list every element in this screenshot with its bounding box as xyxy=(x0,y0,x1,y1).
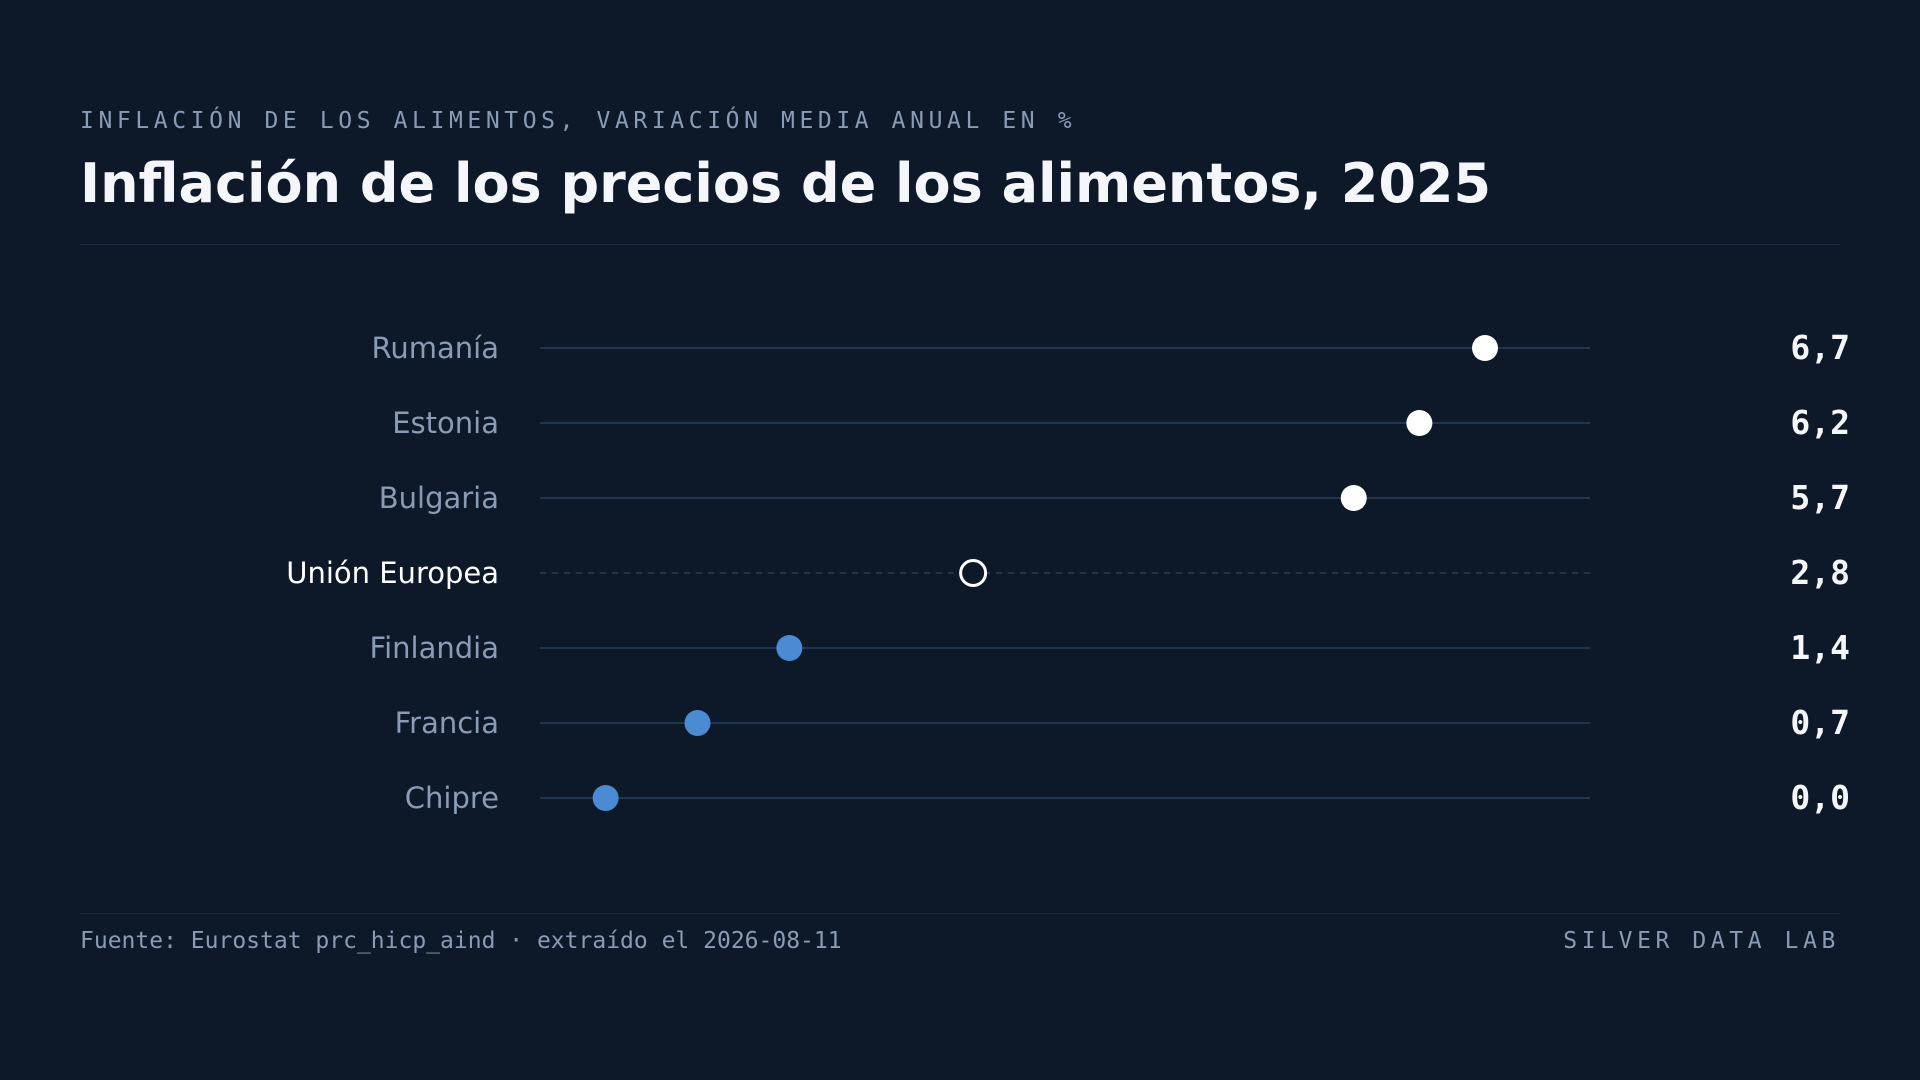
data-point xyxy=(1472,335,1498,361)
data-point xyxy=(1406,410,1433,436)
source-note: Fuente: Eurostat prc_hicp_aind · extraíd… xyxy=(80,928,842,954)
value-label: 5,7 xyxy=(1790,478,1850,517)
brand-label: SILVER DATA LAB xyxy=(1563,928,1840,954)
category-label: Estonia xyxy=(392,406,499,440)
chart-title: Inflación de los precios de los alimento… xyxy=(80,152,1492,215)
value-label: 0,7 xyxy=(1790,703,1850,742)
data-point xyxy=(776,635,803,661)
value-label: 6,7 xyxy=(1790,328,1850,367)
category-label: Finlandia xyxy=(370,631,499,665)
header-divider xyxy=(80,244,1840,245)
data-point xyxy=(592,785,619,811)
chart-kicker: INFLACIÓN DE LOS ALIMENTOS, VARIACIÓN ME… xyxy=(80,108,1077,134)
value-label: 2,8 xyxy=(1790,553,1850,592)
category-label: Unión Europea xyxy=(286,556,499,590)
category-label: Francia xyxy=(395,706,499,740)
data-point xyxy=(684,710,711,736)
value-label: 0,0 xyxy=(1790,778,1850,817)
data-point xyxy=(1340,485,1367,511)
category-label: Bulgaria xyxy=(379,481,499,515)
category-label: Rumanía xyxy=(372,331,499,365)
value-label: 6,2 xyxy=(1790,403,1850,442)
footer-divider xyxy=(80,913,1840,914)
category-label: Chipre xyxy=(405,781,499,815)
value-label: 1,4 xyxy=(1790,628,1850,667)
data-point-reference xyxy=(959,559,988,587)
